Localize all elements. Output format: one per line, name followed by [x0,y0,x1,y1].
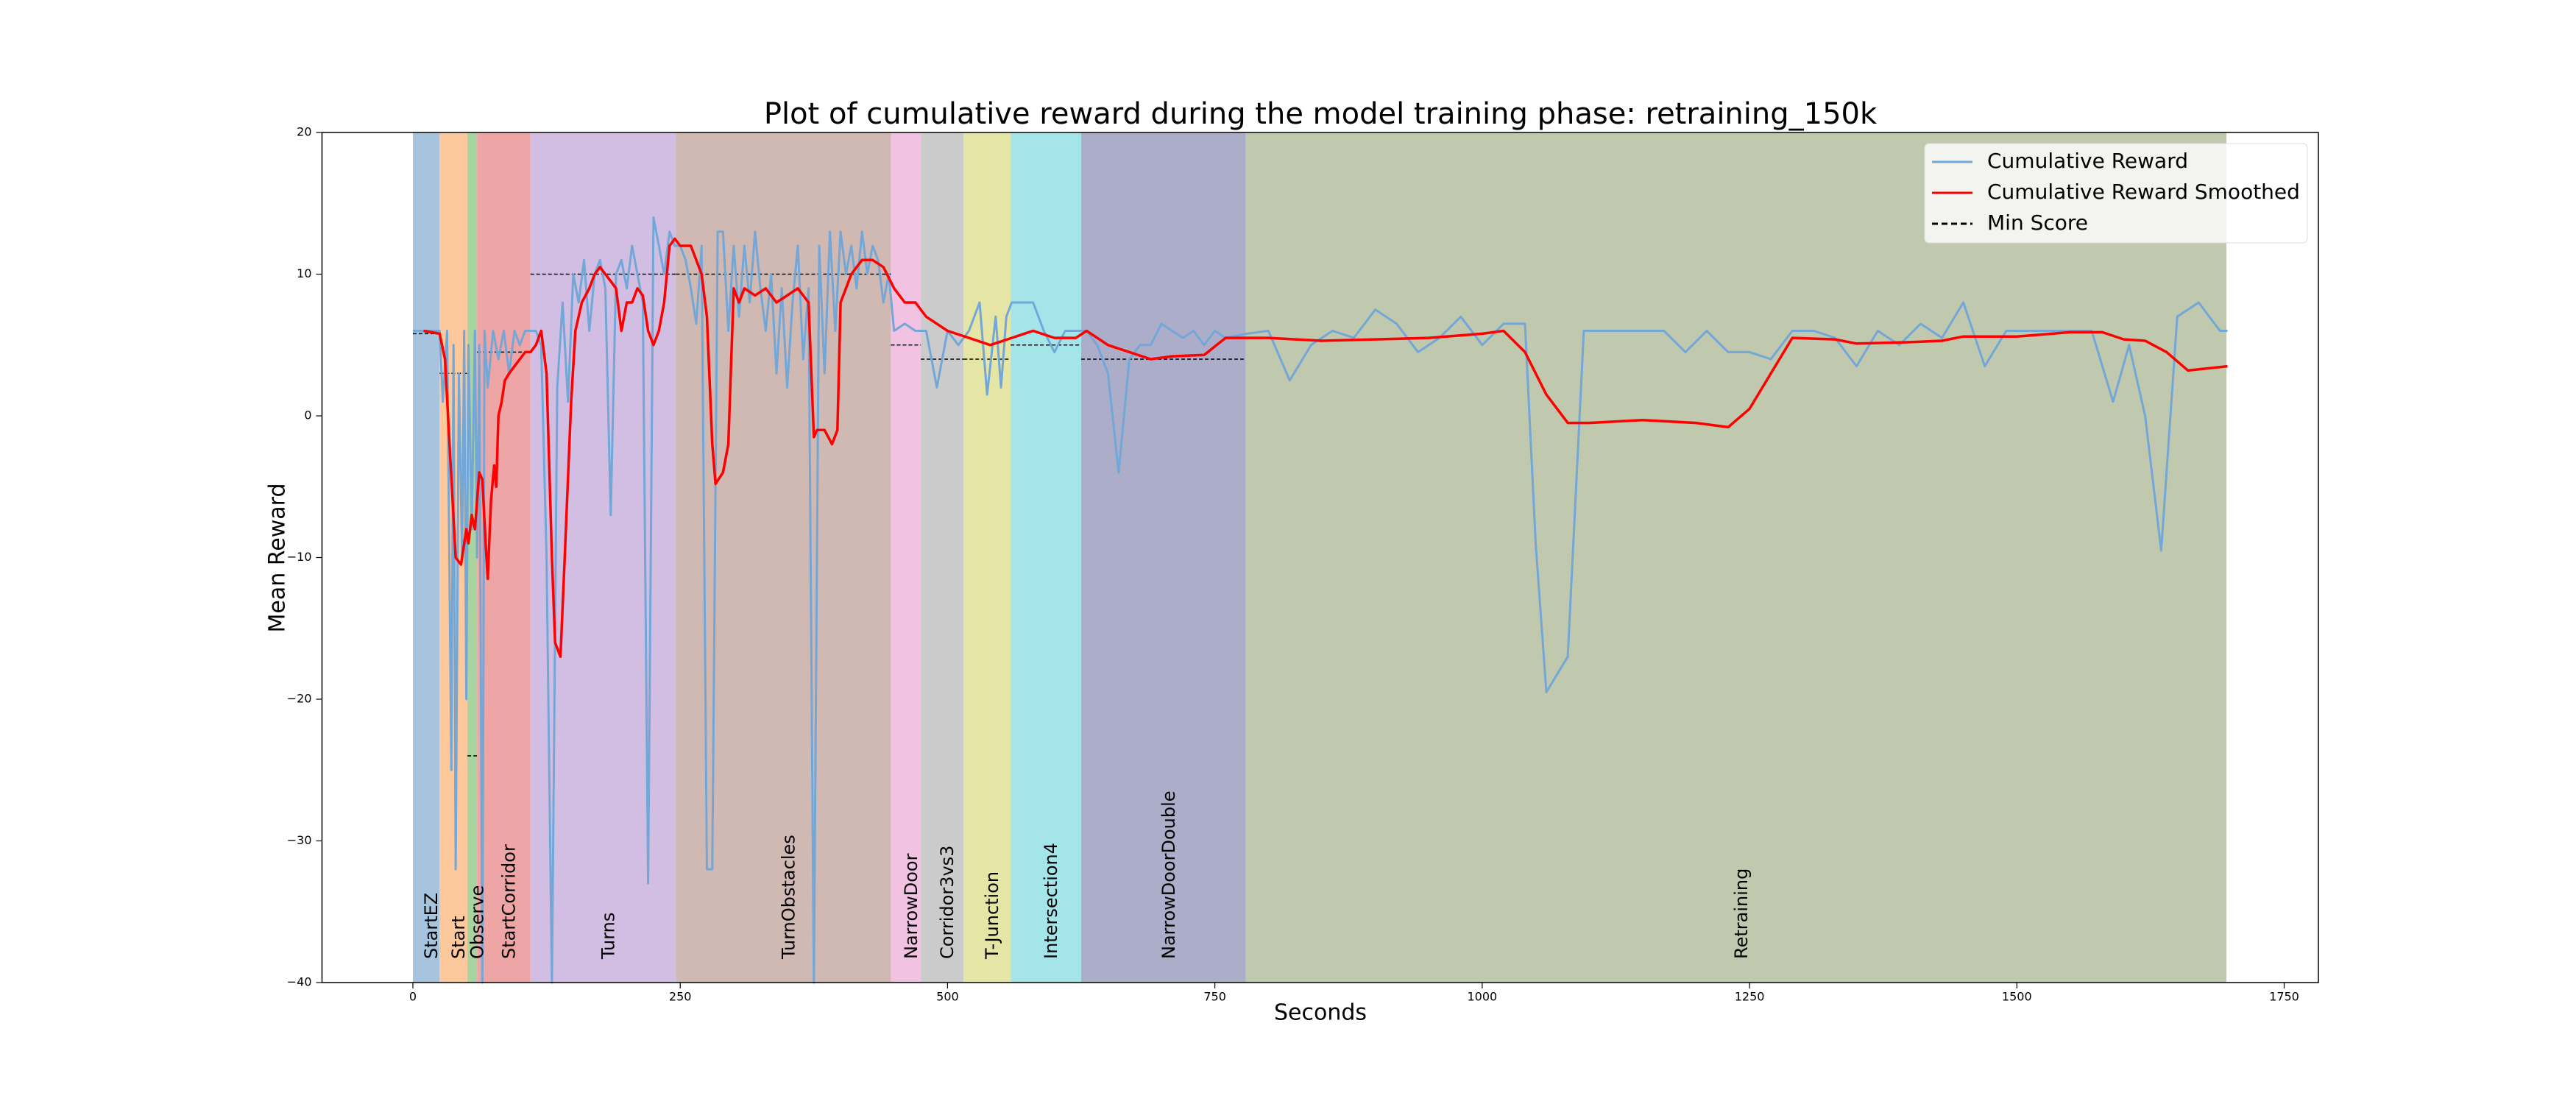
stage-band [921,132,964,983]
x-tick-label: 1250 [1735,990,1765,1004]
stage-label: StartEZ [421,893,442,959]
stage-band [891,132,921,983]
y-tick-label: 20 [297,125,311,139]
series-line [413,216,2228,984]
legend: Cumulative Reward Cumulative Reward Smoot… [1924,143,2308,244]
stage-label: Observe [467,885,488,959]
stage-band [412,132,440,983]
stage-label: NarrowDoorDouble [1158,790,1179,959]
x-tick-label: 1750 [2269,990,2299,1004]
x-tick-label: 0 [409,990,417,1004]
stage-band [1081,132,1246,983]
stage-label: T-Junction [982,871,1002,960]
y-tick-label: 0 [304,408,311,422]
x-tick-label: 750 [1203,990,1226,1004]
stage-band [467,132,478,983]
legend-label: Cumulative Reward [1987,149,2188,173]
legend-label: Cumulative Reward Smoothed [1987,180,2300,204]
stage-band [963,132,1011,983]
chart-title: Plot of cumulative reward during the mod… [764,97,1878,131]
stage-label: Intersection4 [1041,843,1061,959]
stage-label: TurnObstacles [778,835,799,960]
y-tick-label: 10 [297,266,311,280]
stage-label: Retraining [1731,868,1752,959]
stage-label: Start [448,916,469,959]
series-line [423,237,2228,659]
y-tick-label: −40 [287,975,312,989]
stage-band [1011,132,1082,983]
x-tick-label: 250 [669,990,692,1004]
stage-label: Turns [598,913,619,960]
stage-label: NarrowDoor [901,853,921,959]
y-axis-label: Mean Reward [265,484,291,633]
legend-label: Min Score [1987,210,2088,235]
y-tick-label: −30 [287,833,312,847]
stage-label: StartCorridor [498,844,519,959]
legend-box [1924,143,2308,244]
x-tick-label: 1500 [2002,990,2032,1004]
stage-band [1245,132,2227,983]
y-tick-label: −20 [287,692,312,706]
stage-label: Corridor3vs3 [937,846,958,959]
x-axis-label: Seconds [1274,1000,1367,1026]
x-tick-label: 500 [936,990,959,1004]
y-tick-label: −10 [287,550,312,564]
x-tick-label: 1000 [1467,990,1497,1004]
